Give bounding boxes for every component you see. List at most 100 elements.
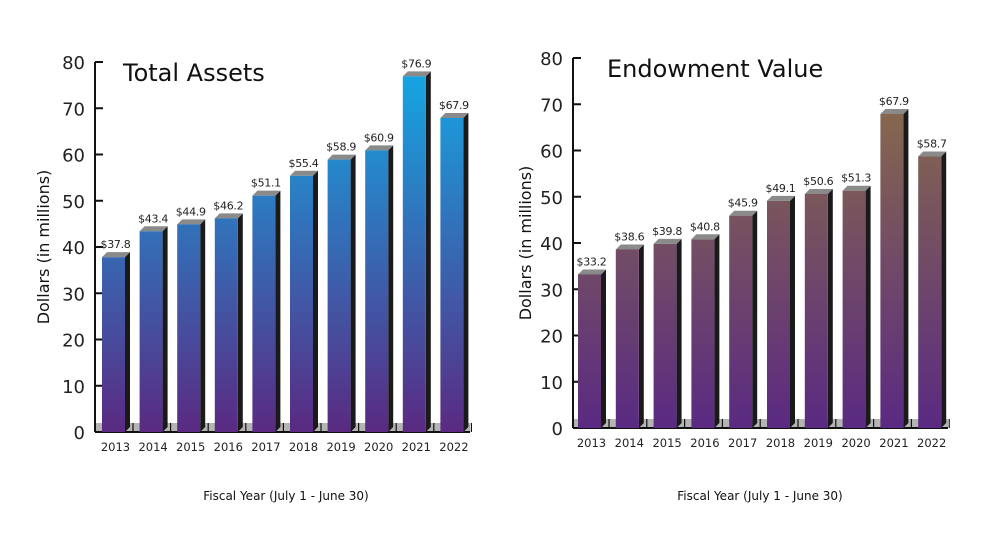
bar (918, 156, 942, 428)
data-label: $44.9 (176, 205, 206, 218)
bar-side (638, 244, 644, 428)
x-tick-label: 2019 (804, 436, 833, 450)
bar-side (200, 219, 206, 432)
bar-side (425, 71, 431, 433)
bar-cap (177, 219, 206, 225)
bar (440, 117, 464, 433)
data-label: $67.9 (879, 95, 909, 108)
bar-cap (252, 190, 281, 196)
bar (729, 215, 753, 428)
bar (177, 224, 201, 432)
x-tick-label: 2014 (138, 440, 167, 454)
data-label: $46.2 (213, 199, 243, 212)
bar-side (790, 195, 795, 428)
y-tick-label: 40 (540, 234, 563, 255)
x-tick-label: 2016 (690, 436, 719, 450)
y-tick-label: 0 (552, 419, 563, 440)
bar (290, 175, 313, 432)
x-tick-label: 2014 (615, 436, 644, 450)
bar-cap (102, 252, 130, 258)
data-label: $76.9 (401, 57, 431, 70)
bar-cap (842, 185, 871, 191)
bar-side (941, 151, 947, 428)
x-tick-label: 2021 (879, 436, 908, 450)
bar-side (388, 145, 394, 432)
x-tick-label: 2022 (917, 436, 946, 450)
data-label: $45.9 (728, 197, 758, 210)
y-tick-label: 70 (62, 99, 85, 120)
y-axis-label: Dollars (in millions) (516, 166, 535, 321)
bar-side (125, 252, 130, 432)
bar-side (237, 213, 243, 432)
data-label: $51.3 (841, 172, 871, 185)
y-tick-label: 20 (62, 331, 85, 352)
x-tick-label: 2018 (766, 436, 795, 450)
y-tick-label: 40 (62, 238, 85, 259)
y-tick-label: 0 (74, 423, 85, 444)
bar (804, 193, 828, 428)
total-assets-chart: Total Assets Dollars (in millions) Fisca… (34, 53, 472, 503)
x-axis-label: Fiscal Year (July 1 - June 30) (677, 489, 843, 503)
bar-cap (290, 170, 318, 176)
y-tick-label: 60 (62, 146, 85, 167)
bar-side (313, 170, 318, 432)
bar-side (350, 154, 356, 432)
bar-cap (767, 195, 795, 201)
chart-title: Total Assets (122, 59, 265, 87)
y-tick-label: 10 (540, 373, 563, 394)
data-label: $43.4 (138, 212, 168, 225)
y-tick-label: 30 (62, 284, 85, 305)
x-axis-label: Fiscal Year (July 1 - June 30) (203, 489, 369, 503)
x-tick-label: 2022 (439, 440, 468, 454)
data-label: $58.7 (917, 138, 947, 151)
bar (615, 249, 639, 428)
bar-cap (578, 269, 606, 275)
x-tick-label: 2018 (289, 440, 318, 454)
data-label: $33.2 (577, 255, 607, 268)
x-tick-label: 2017 (728, 436, 757, 450)
bar-cap (440, 112, 469, 118)
x-tick-label: 2015 (652, 436, 681, 450)
y-axis-label: Dollars (in millions) (34, 170, 53, 325)
x-tick-label: 2015 (176, 440, 205, 454)
bar (653, 243, 677, 428)
bar-side (865, 185, 871, 428)
x-tick-label: 2017 (251, 440, 280, 454)
y-tick-label: 20 (540, 327, 563, 348)
bar-side (827, 188, 833, 428)
data-label: $58.9 (326, 141, 356, 154)
bar-side (903, 108, 909, 429)
bar (402, 76, 426, 433)
y-tick-label: 30 (540, 280, 563, 301)
bar-side (601, 269, 606, 428)
x-tick-label: 2016 (214, 440, 243, 454)
bar-cap (402, 71, 431, 77)
bar-side (714, 234, 720, 428)
y-tick-label: 70 (540, 95, 563, 116)
x-tick-label: 2019 (326, 440, 355, 454)
bar-cap (327, 154, 356, 160)
data-label: $55.4 (289, 157, 319, 170)
y-tick-label: 50 (62, 192, 85, 213)
data-label: $49.1 (766, 182, 796, 195)
data-label: $60.9 (364, 131, 394, 144)
floor-strip (95, 423, 470, 432)
bar-side (463, 112, 469, 433)
bar (691, 239, 715, 428)
bar-side (162, 226, 168, 432)
bar (252, 195, 276, 432)
y-tick-label: 80 (62, 53, 85, 74)
bar (767, 200, 790, 428)
bar (365, 150, 389, 432)
bar (139, 231, 163, 432)
data-label: $37.8 (101, 238, 131, 251)
bar-cap (214, 213, 243, 219)
bar (102, 257, 125, 432)
y-tick-label: 60 (540, 142, 563, 163)
x-tick-label: 2013 (101, 440, 130, 454)
bar-cap (691, 234, 720, 240)
y-tick-label: 80 (540, 49, 563, 70)
data-label: $51.1 (251, 177, 281, 190)
data-label: $38.6 (614, 230, 644, 243)
